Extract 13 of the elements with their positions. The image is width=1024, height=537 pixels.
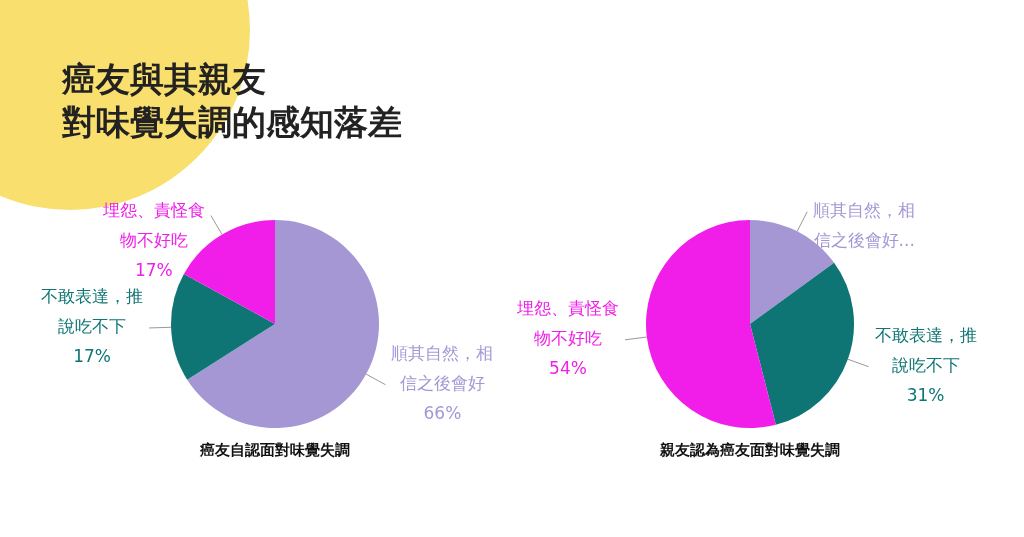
data-label: 17% [73, 346, 111, 367]
data-label: 17% [134, 260, 173, 281]
data-label: 66% [423, 403, 462, 424]
text: 親友認為癌友面對味覺失調 [659, 440, 840, 459]
data-label: 31% [906, 385, 945, 406]
slice-label: 不敢表達，推說吃不下 [41, 286, 144, 337]
slice-label: 埋怨、責怪食物不好吃 [515, 298, 619, 349]
slice-label: 埋怨、責怪食物不好吃 [101, 200, 205, 251]
text: 癌友自認面對味覺失調 [199, 440, 350, 459]
slice-label: 不敢表達，推說吃不下 [874, 325, 977, 376]
slice-label: 順其自然，相信之後會好 [391, 343, 494, 394]
slice-label: 順其自然，相信之後會好... [813, 200, 916, 251]
data-label: 54% [549, 358, 587, 379]
